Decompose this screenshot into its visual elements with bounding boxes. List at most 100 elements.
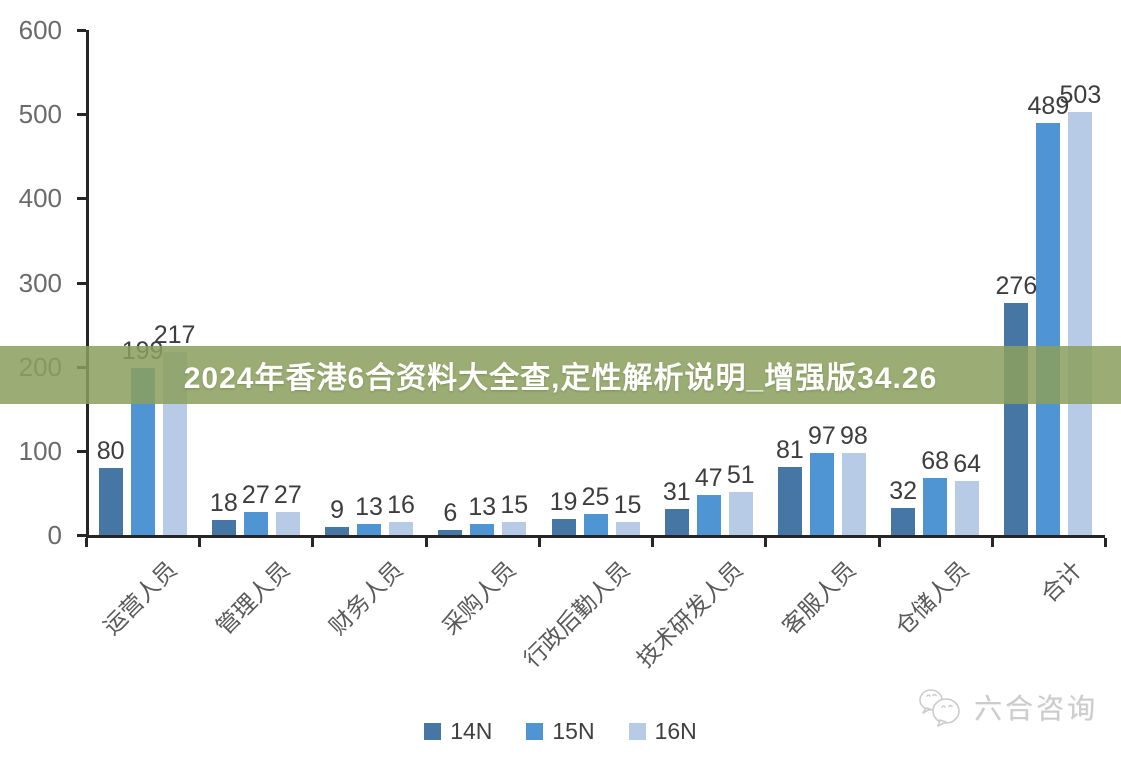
bar-value-label: 81 [776,436,804,464]
category-label: 采购人员 [437,556,521,640]
bar-value-label: 16 [387,491,415,519]
bar-value-label: 15 [500,491,529,519]
legend-item-14n: 14N [424,718,492,745]
watermark: 六合咨询 [916,686,1098,728]
x-axis-line [86,535,1105,538]
bar-value-label: 25 [581,483,610,511]
x-tick-mark [311,538,315,547]
legend-swatch [628,723,646,740]
category-label: 运营人员 [97,556,182,640]
watermark-text: 六合咨询 [974,693,1099,724]
bar-value-label: 15 [613,491,642,519]
bar [243,512,268,535]
legend-label: 16N [654,718,697,744]
category-label: 财务人员 [324,556,408,640]
bar [809,453,834,535]
bar-value-label: 489 [1027,92,1070,120]
y-tick-label: 400 [18,183,62,214]
bar-value-label: 217 [153,321,196,349]
bar [615,522,640,535]
wechat-icon [919,689,960,727]
x-tick-mark [537,538,541,547]
y-tick-mark [77,29,86,32]
bar [211,520,236,535]
bar [1068,112,1093,535]
bar [502,522,527,535]
legend-item-15n: 15N [526,718,595,745]
category-label: 技术研发人员 [631,556,748,673]
bar-value-label: 80 [96,437,125,465]
bar [1036,123,1061,535]
y-tick-mark [77,113,86,117]
bar [583,514,608,535]
y-tick-label: 500 [18,99,62,130]
banner-text: 2024年香港6合资料大全查,定性解析说明_增强版34.26 [183,362,938,395]
x-tick-mark [424,538,428,547]
x-tick-mark [764,538,768,547]
legend-label: 14N [450,718,493,744]
bar-value-label: 31 [662,478,691,506]
y-tick-mark [77,197,86,201]
bar [841,453,866,535]
bar-value-label: 9 [330,496,344,524]
bar-value-label: 503 [1059,81,1102,109]
legend-swatch [424,723,442,740]
bar [891,508,916,535]
bar-value-label: 32 [889,477,918,505]
bar-value-label: 98 [840,422,868,450]
bar [98,468,123,535]
bar [438,530,463,535]
legend-swatch [526,723,544,740]
bar-value-label: 27 [273,481,302,509]
bar [696,495,721,535]
y-tick-mark [77,281,86,285]
x-tick-mark [877,538,881,547]
chart-legend: 14N 15N 16N [0,718,1121,745]
category-label: 合计 [1036,556,1088,608]
bar [777,467,802,535]
bar [357,524,382,535]
x-tick-mark [85,538,88,547]
y-tick-label: 300 [18,267,62,298]
legend-label: 15N [552,718,595,744]
y-tick-mark [77,534,86,537]
bar-value-label: 68 [921,447,950,475]
legend-item-16n: 16N [628,718,697,745]
bar [955,481,980,535]
bar [664,509,689,535]
y-tick-label: 0 [47,520,62,550]
bar [923,478,948,535]
bar-value-label: 13 [355,493,383,521]
bar-value-label: 27 [241,481,270,509]
bar-value-label: 276 [995,272,1038,300]
category-label: 客服人员 [777,556,861,640]
banner-overlay: 2024年香港6合资料大全查,定性解析说明_增强版34.26 [0,346,1121,404]
x-tick-mark [990,538,994,547]
x-tick-mark [198,538,202,547]
x-tick-mark [1104,538,1107,547]
bar-value-label: 13 [468,493,497,521]
bar [1004,303,1029,535]
bar-value-label: 19 [549,488,578,516]
bar-value-label: 64 [953,450,982,478]
bar [551,519,576,535]
bar [325,527,350,535]
y-tick-mark [77,449,86,453]
y-tick-label: 100 [18,435,62,466]
bar [275,512,300,535]
y-tick-label: 600 [18,15,62,45]
bar [389,522,414,535]
bar-value-label: 6 [443,499,458,527]
category-label: 行政后勤人员 [518,556,635,673]
bar [470,524,495,535]
category-label: 管理人员 [211,556,295,640]
bar [728,492,753,535]
x-tick-mark [651,538,655,547]
bar-value-label: 18 [209,489,238,517]
bar-value-label: 97 [808,422,836,450]
bar-value-label: 47 [694,464,723,492]
category-label: 仓储人员 [890,556,974,640]
bar-value-label: 51 [726,461,755,489]
